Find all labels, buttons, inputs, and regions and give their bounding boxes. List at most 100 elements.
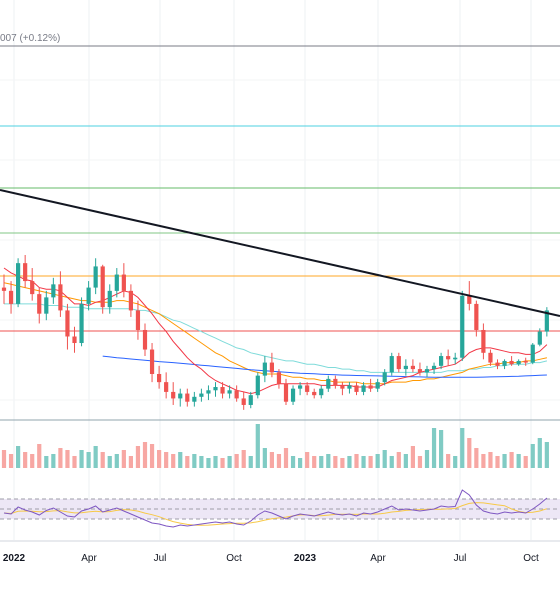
candle-body xyxy=(227,390,232,394)
volume-bar xyxy=(276,454,282,468)
volume-bar xyxy=(100,452,105,468)
candle xyxy=(30,268,35,301)
candle-body xyxy=(164,382,169,392)
volume-bar xyxy=(403,454,408,468)
candle xyxy=(495,359,500,370)
candle xyxy=(234,385,239,402)
candle-body xyxy=(333,378,338,386)
candle xyxy=(178,388,183,407)
candle xyxy=(79,297,84,347)
candle-body xyxy=(424,369,430,373)
volume-bar xyxy=(396,452,401,468)
volume-bar xyxy=(523,456,528,468)
volume-bar xyxy=(16,446,21,468)
candle-body xyxy=(16,263,21,304)
volume-bar xyxy=(37,444,42,468)
candle xyxy=(23,255,28,288)
candle-body xyxy=(460,295,465,358)
candle-body xyxy=(368,385,373,389)
candle-body xyxy=(347,385,352,389)
candle-body xyxy=(178,393,183,399)
candle xyxy=(199,388,204,402)
candle xyxy=(537,328,542,347)
volume-bar xyxy=(164,452,169,468)
candle xyxy=(509,356,514,366)
volume-bar xyxy=(467,438,472,468)
candle-body xyxy=(79,303,84,344)
candle xyxy=(396,352,401,373)
volume-bar xyxy=(8,454,14,468)
candle xyxy=(44,290,49,321)
candle-body xyxy=(262,362,267,376)
candle xyxy=(58,271,63,317)
candle xyxy=(431,362,437,374)
candle xyxy=(100,264,105,314)
volume-bar xyxy=(157,450,162,468)
candle-body xyxy=(523,360,528,363)
volume-bar xyxy=(51,454,56,468)
volume-bar xyxy=(389,456,394,468)
volume-bar xyxy=(361,456,366,468)
candle-body xyxy=(8,290,14,304)
candle xyxy=(206,385,211,401)
candle-body xyxy=(276,372,282,384)
volume-bar xyxy=(382,450,387,468)
volume-bar xyxy=(488,452,493,468)
candle xyxy=(135,300,141,340)
volume-bar xyxy=(149,444,155,468)
volume-bar xyxy=(326,454,331,468)
candle-body xyxy=(326,378,331,389)
volume-bar xyxy=(227,456,232,468)
candle-body xyxy=(30,281,35,295)
candle-body xyxy=(389,356,394,373)
trendline[interactable] xyxy=(0,189,560,317)
candle-body xyxy=(44,297,49,314)
candle xyxy=(424,365,430,378)
candle-body xyxy=(72,336,77,344)
candle-body xyxy=(248,395,253,405)
x-tick-label: Oct xyxy=(523,553,539,564)
candles xyxy=(1,255,549,410)
volume-bar xyxy=(502,454,507,468)
volume-bar xyxy=(65,450,70,468)
candle xyxy=(65,303,70,350)
candle-body xyxy=(128,290,133,311)
candle-body xyxy=(51,284,56,298)
sma-slow-line xyxy=(4,303,548,373)
candle-body xyxy=(354,385,359,392)
volume-bar xyxy=(312,456,317,468)
candle xyxy=(8,281,14,314)
candle xyxy=(544,307,549,337)
candle-body xyxy=(241,398,246,405)
volume-bar xyxy=(319,456,324,468)
volume-bar xyxy=(439,430,444,468)
volume-bar xyxy=(107,456,112,468)
candle xyxy=(347,382,352,394)
candle-body xyxy=(544,310,549,332)
volume-bar xyxy=(290,456,296,468)
volume-bar xyxy=(128,456,133,468)
candle xyxy=(107,284,112,314)
candle xyxy=(16,258,21,308)
volume-bar xyxy=(192,454,197,468)
volume-bar xyxy=(121,450,126,468)
volume-bar xyxy=(333,456,338,468)
candle xyxy=(410,359,415,373)
x-tick-label: Jul xyxy=(154,553,167,564)
candle-body xyxy=(269,362,274,373)
candle xyxy=(192,391,197,407)
volume-bar xyxy=(340,458,345,468)
x-tick-label: 2023 xyxy=(294,553,317,564)
candle-body xyxy=(220,387,225,394)
candle-body xyxy=(403,365,408,370)
sma-long-line xyxy=(102,355,547,378)
candle xyxy=(516,359,521,366)
candle xyxy=(375,378,380,392)
volume-bar xyxy=(544,442,549,468)
candle-body xyxy=(396,356,401,370)
candle-body xyxy=(185,393,190,402)
volume-bar xyxy=(178,452,183,468)
moving-averages xyxy=(3,267,548,395)
